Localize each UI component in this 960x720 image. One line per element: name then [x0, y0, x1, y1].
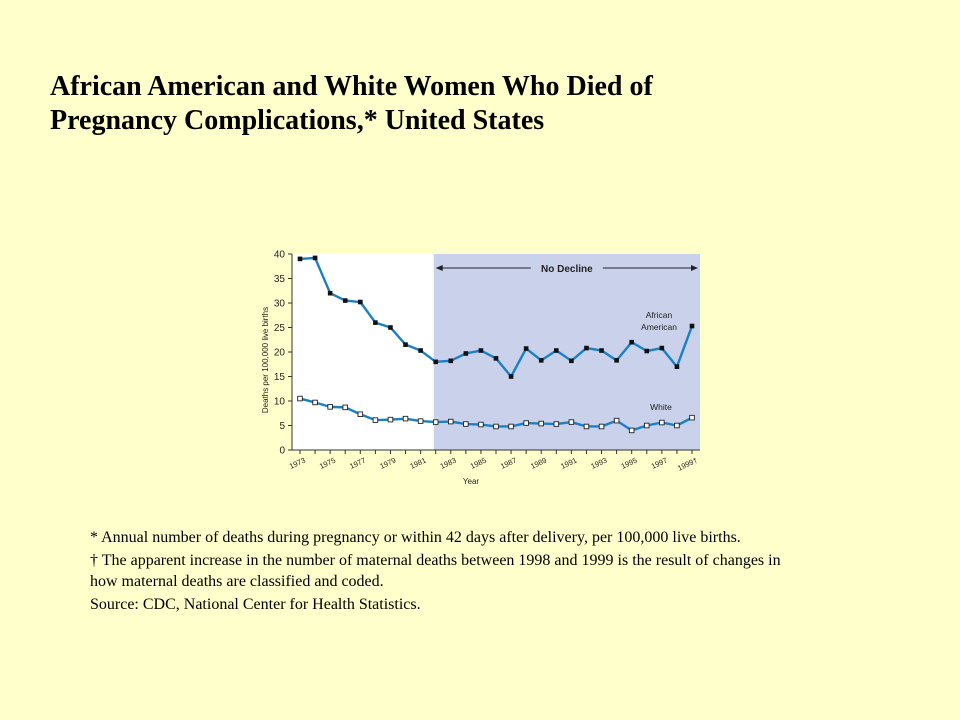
data-point-african-american [327, 290, 333, 296]
x-tick-label: 1983 [439, 456, 458, 471]
data-point-african-american [523, 346, 529, 351]
data-point-african-american [493, 356, 499, 361]
x-tick-label: 1999† [676, 456, 699, 473]
data-point-african-american [448, 358, 454, 364]
data-point-white [402, 415, 409, 422]
series-label-african-american-line-1: African [646, 310, 673, 320]
y-tick-label: 35 [274, 274, 286, 285]
y-tick-label: 0 [279, 446, 285, 457]
x-tick-label: 1973 [288, 456, 307, 471]
data-point-african-american [659, 345, 665, 351]
data-point-african-american [373, 320, 378, 325]
x-tick-label: 1997 [650, 456, 669, 471]
data-point-white [689, 414, 695, 421]
data-point-african-american [508, 374, 514, 379]
data-point-african-american [614, 358, 619, 363]
data-point-white [327, 404, 333, 410]
y-tick-label: 25 [274, 323, 286, 334]
x-tick-label: 1993 [589, 456, 608, 471]
data-point-white [478, 421, 484, 428]
data-point-white [553, 421, 560, 427]
data-point-white [463, 421, 469, 427]
axis-layer: 0 5 10 15 20 25 30 35 40 1973 1975 1977 1979 1981 1983… [261, 250, 700, 486]
data-point-african-american [403, 342, 408, 347]
data-point-white [297, 395, 303, 402]
data-point-african-american [538, 358, 544, 363]
x-tick-label: 1981 [409, 456, 428, 471]
data-point-african-american [312, 255, 318, 261]
footnote-asterisk: * Annual number of deaths during pregnan… [90, 529, 741, 546]
data-point-white [598, 423, 605, 430]
data-point-white [613, 417, 620, 424]
data-point-african-american [433, 359, 438, 365]
x-tick-label: 1977 [348, 456, 367, 471]
data-point-white [523, 420, 529, 426]
data-point-white [659, 419, 665, 426]
series-label-white: White [650, 402, 672, 412]
y-tick-label: 40 [274, 250, 286, 261]
data-point-african-american [418, 348, 423, 353]
data-point-african-american [569, 358, 574, 364]
slide-title: African American and White Women Who Die… [50, 70, 910, 138]
no-decline-arrowhead-left [435, 265, 443, 271]
data-point-white [493, 423, 499, 430]
y-tick-label: 15 [274, 372, 286, 383]
y-axis-title: Deaths per 100,000 live births [261, 307, 270, 413]
footnotes: * Annual number of deaths during pregnan… [90, 527, 790, 615]
x-tick-label: 1987 [499, 456, 518, 471]
x-axis-title: Year [463, 477, 480, 486]
data-point-african-american [689, 323, 695, 329]
data-point-african-american [554, 348, 559, 353]
label-layer: African American White [641, 310, 677, 412]
x-tick-label: 1989 [529, 456, 548, 471]
data-point-white [674, 422, 680, 429]
x-tick-label: 1991 [559, 456, 578, 471]
data-point-african-american [463, 351, 469, 356]
y-tick-label: 10 [274, 397, 286, 408]
x-tick-label: 1975 [318, 456, 337, 471]
data-point-african-american [297, 256, 303, 262]
y-tick-label: 20 [274, 348, 286, 359]
y-tick-label: 30 [274, 299, 286, 310]
no-decline-label: No Decline [541, 264, 593, 275]
data-point-african-american [599, 348, 604, 353]
data-point-white [387, 416, 394, 423]
data-point-white [357, 411, 364, 417]
series-label-african-american-line-2: American [641, 322, 677, 332]
slide-title-line-2: Pregnancy Complications,* United States [50, 105, 545, 136]
data-point-white [583, 423, 590, 430]
data-point-white [538, 420, 544, 427]
series-layer [297, 255, 695, 434]
slide-title-line-1: African American and White Women Who Die… [50, 71, 653, 102]
no-decline-arrowhead-right [691, 265, 698, 271]
data-point-white [448, 418, 454, 425]
source-note: Source: CDC, National Center for Health … [90, 596, 421, 613]
data-point-white [312, 399, 318, 406]
y-tick-label: 5 [279, 421, 285, 432]
data-point-african-american [388, 325, 393, 330]
shaded-region-layer: No Decline [292, 254, 700, 450]
data-point-african-american [629, 339, 634, 345]
data-point-african-american [644, 348, 650, 354]
data-point-white [372, 417, 379, 423]
x-tick-label: 1979 [378, 456, 397, 471]
data-point-african-american [674, 364, 680, 369]
x-tick-label: 1985 [469, 456, 488, 471]
x-tick-label: 1995 [620, 456, 639, 471]
data-point-african-american [584, 345, 589, 351]
data-point-white [417, 418, 424, 424]
data-point-african-american [478, 348, 484, 353]
footnote-dagger: † The apparent increase in the number of… [90, 552, 781, 590]
data-point-white [628, 427, 635, 434]
data-point-white [432, 419, 439, 425]
data-point-african-american [358, 299, 363, 305]
data-point-white [644, 422, 650, 429]
data-point-white [342, 404, 348, 411]
data-point-african-american [342, 298, 348, 303]
data-point-white [568, 419, 575, 425]
data-point-white [508, 423, 514, 430]
